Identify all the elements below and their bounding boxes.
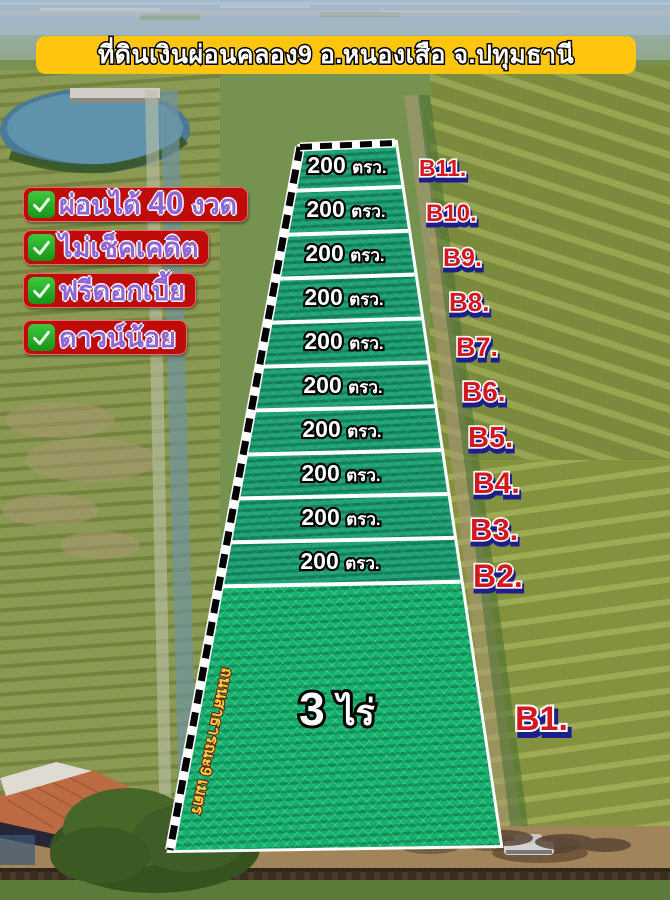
svg-text:B10.: B10.: [426, 200, 477, 227]
svg-text:B7.: B7.: [456, 332, 498, 362]
svg-text:B6.: B6.: [462, 376, 506, 407]
svg-text:B2.: B2.: [473, 558, 523, 594]
svg-text:B4.: B4.: [473, 467, 520, 500]
svg-text:B1.: B1.: [515, 700, 568, 738]
svg-text:B9.: B9.: [443, 244, 482, 272]
svg-text:B11.: B11.: [419, 155, 466, 181]
svg-text:B5.: B5.: [468, 422, 513, 454]
svg-text:B8.: B8.: [449, 287, 489, 317]
svg-text:B3.: B3.: [470, 512, 518, 547]
